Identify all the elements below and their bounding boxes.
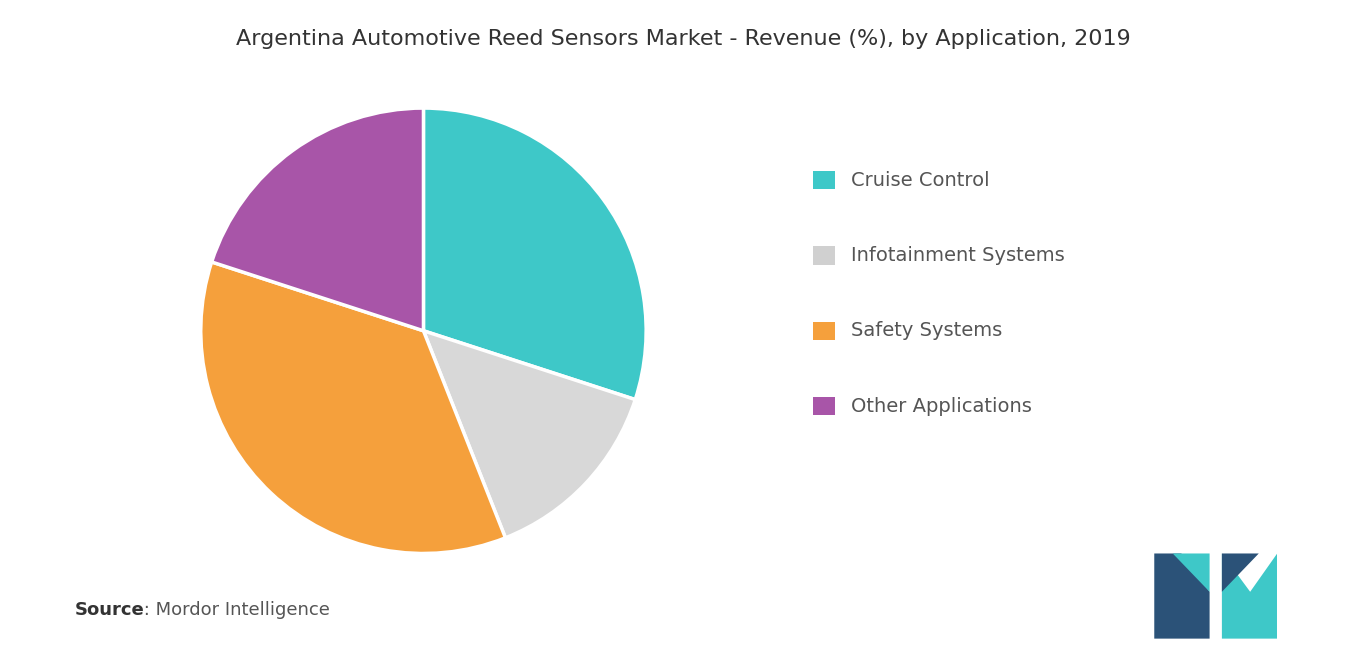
Text: : Mordor Intelligence: : Mordor Intelligence <box>138 601 329 619</box>
Text: Cruise Control: Cruise Control <box>851 170 989 190</box>
Polygon shape <box>1221 553 1258 592</box>
Text: Other Applications: Other Applications <box>851 396 1031 416</box>
Text: Source: Source <box>75 601 145 619</box>
Text: Safety Systems: Safety Systems <box>851 321 1003 341</box>
Polygon shape <box>1221 553 1277 639</box>
Polygon shape <box>1172 553 1210 592</box>
Wedge shape <box>212 108 423 331</box>
Text: Argentina Automotive Reed Sensors Market - Revenue (%), by Application, 2019: Argentina Automotive Reed Sensors Market… <box>235 29 1131 50</box>
Wedge shape <box>201 262 505 553</box>
Polygon shape <box>1154 553 1210 639</box>
Wedge shape <box>423 108 646 400</box>
Text: Infotainment Systems: Infotainment Systems <box>851 246 1064 265</box>
Wedge shape <box>423 331 635 538</box>
